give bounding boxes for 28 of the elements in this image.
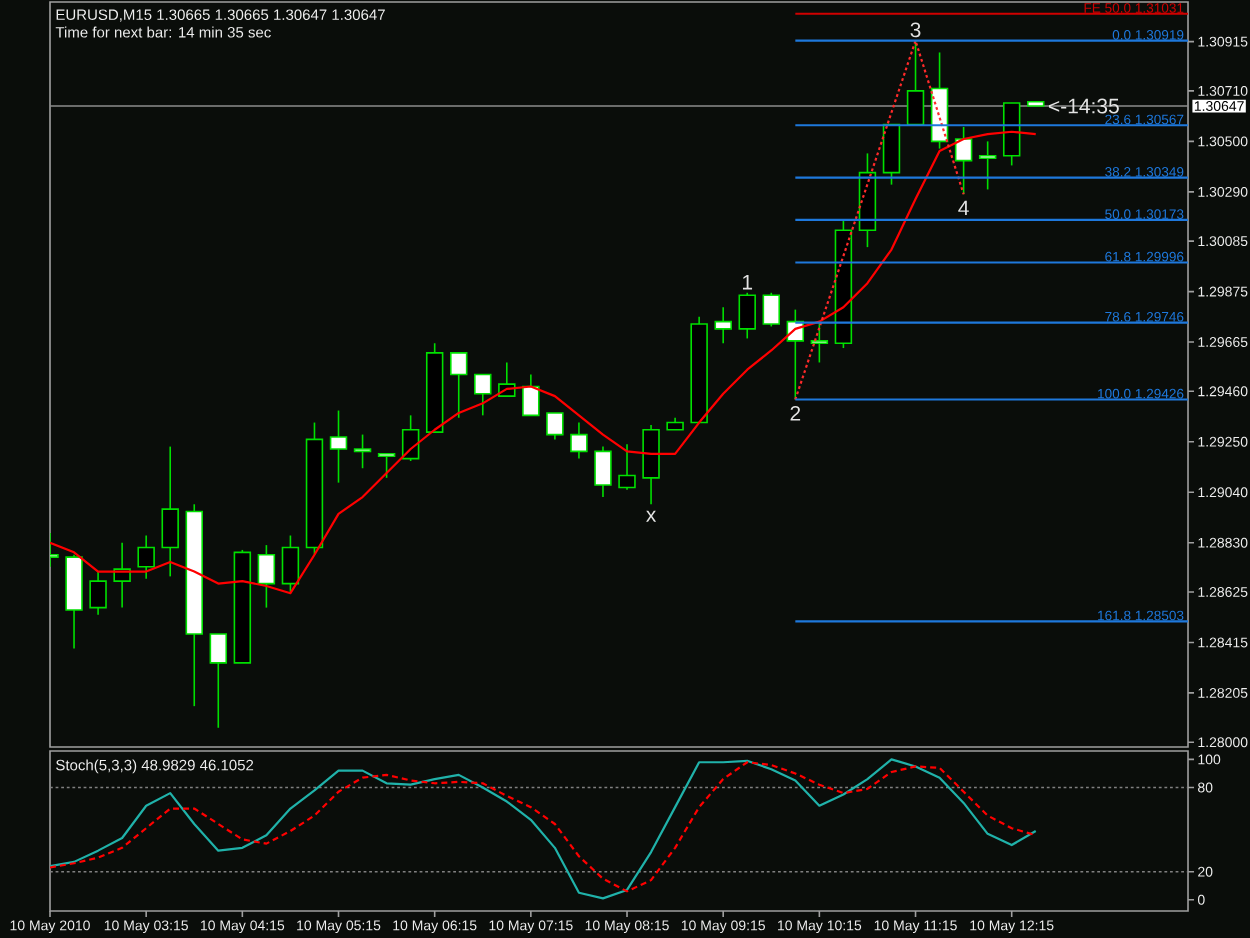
candlestick (906, 39, 925, 126)
candlestick (137, 534, 155, 580)
candlestick (738, 291, 756, 340)
candlestick (209, 633, 228, 729)
annotation: 1 (742, 274, 753, 290)
candlestick (474, 373, 492, 417)
candlestick (762, 291, 781, 328)
annotation: <-14:35 (1048, 98, 1119, 114)
candlestick (522, 373, 540, 417)
candlestick (329, 409, 348, 484)
candlestick (978, 140, 997, 191)
candlestick (810, 320, 829, 364)
candlestick (281, 534, 300, 594)
candlestick (714, 306, 732, 345)
candlestick (377, 453, 396, 479)
annotation: x (646, 510, 657, 522)
candlestick (618, 443, 636, 491)
candlestick (161, 445, 179, 578)
annotation: 4 (958, 200, 969, 216)
annotation: 2 (790, 405, 801, 421)
candlestick (570, 421, 588, 460)
candlestick (546, 412, 564, 441)
candlestick (353, 433, 372, 470)
candlestick (449, 352, 468, 419)
annotation: 3 (910, 22, 921, 38)
candlestick (89, 570, 107, 616)
candlestick (257, 544, 276, 609)
candlestick (594, 445, 612, 498)
